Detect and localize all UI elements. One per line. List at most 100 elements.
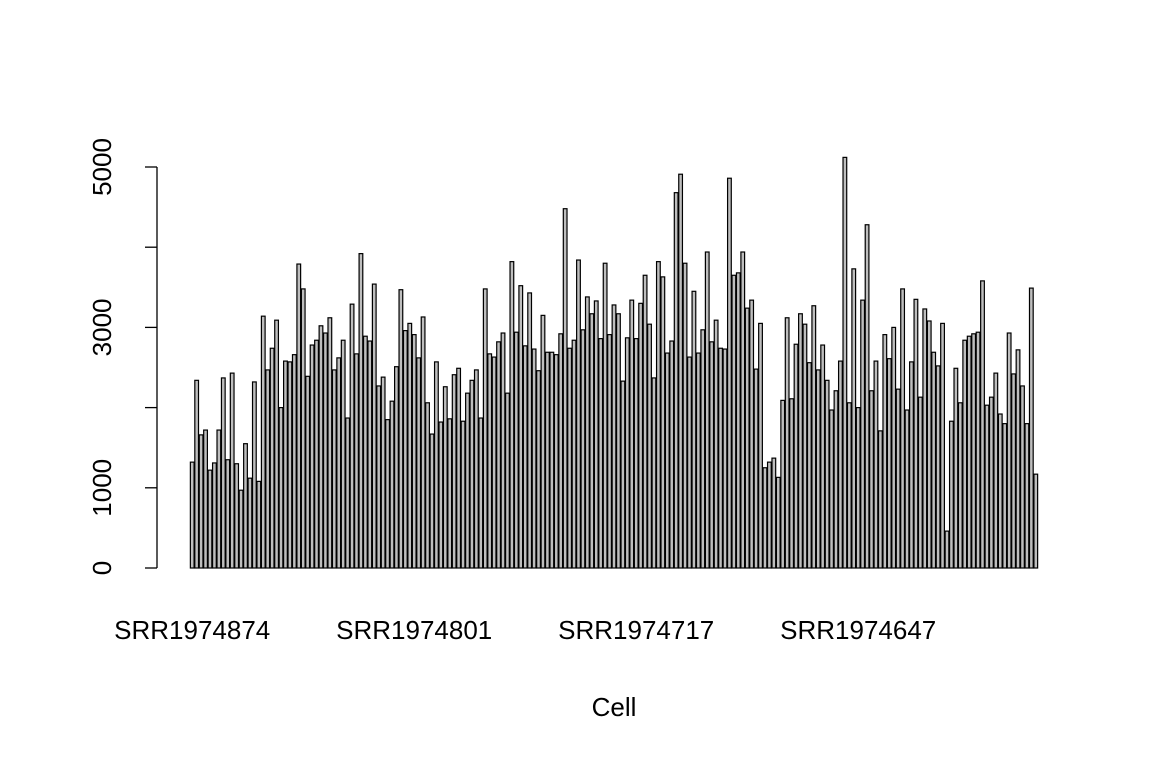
bar (234, 463, 240, 569)
bar (442, 386, 448, 569)
bar (216, 429, 222, 569)
bar (829, 409, 834, 569)
bar (780, 399, 786, 569)
bar (766, 461, 772, 569)
y-tick-label: 5000 (87, 138, 117, 196)
bar (371, 283, 377, 569)
bar (367, 340, 373, 569)
bar (269, 347, 275, 569)
bar (749, 299, 755, 569)
y-tick-label: 1000 (87, 459, 117, 517)
bar (1002, 423, 1008, 569)
bar (704, 251, 710, 569)
bar (886, 358, 892, 569)
bar (473, 369, 479, 569)
bar (660, 276, 666, 569)
bar (260, 315, 266, 569)
bar (802, 323, 808, 569)
x-tick-label: SRR1974801 (336, 615, 492, 645)
bar (451, 374, 457, 569)
bar (722, 348, 728, 569)
bar (322, 332, 328, 569)
bar (735, 272, 741, 569)
bar (376, 385, 382, 569)
bar (726, 177, 732, 569)
bar (349, 303, 355, 569)
bar (580, 329, 586, 569)
bar (860, 299, 866, 569)
bar (513, 331, 519, 569)
bar (491, 356, 497, 569)
bar (917, 396, 923, 569)
bar (429, 433, 435, 569)
bar (527, 292, 533, 569)
bar (385, 419, 391, 569)
y-tick-label: 0 (87, 561, 117, 575)
bar (993, 372, 999, 569)
bar (642, 274, 648, 569)
bar (833, 390, 839, 569)
bar (220, 377, 226, 569)
bar (709, 341, 715, 569)
bar (740, 251, 746, 569)
bar (1024, 423, 1030, 569)
bar (811, 305, 817, 569)
bar (544, 351, 550, 569)
bar (411, 334, 417, 569)
bar (913, 298, 919, 569)
bar (358, 253, 364, 569)
bar (691, 290, 697, 569)
bar (509, 261, 515, 569)
x-axis-title: Cell (592, 692, 637, 722)
bar (611, 304, 617, 569)
bar (593, 300, 599, 569)
bar (540, 314, 546, 569)
bar (651, 377, 657, 569)
bar (762, 467, 768, 569)
bar (504, 392, 510, 569)
bar (948, 420, 954, 569)
bar (798, 313, 803, 569)
bar (447, 418, 453, 569)
bar (980, 280, 985, 569)
bar (584, 296, 590, 569)
bar (398, 289, 404, 569)
bar (500, 332, 506, 569)
bar (265, 369, 271, 569)
bar (638, 302, 644, 569)
bar (895, 388, 901, 569)
bar (975, 331, 981, 569)
bar (846, 402, 852, 569)
bar (784, 317, 790, 569)
bar (824, 379, 830, 569)
bar (460, 420, 466, 569)
bar (456, 367, 462, 569)
bar (682, 262, 688, 569)
bar (469, 379, 475, 569)
bar (678, 173, 684, 569)
bar (238, 489, 244, 569)
bar (793, 343, 799, 569)
bar (624, 337, 630, 569)
x-tick-label: SRR1974717 (558, 615, 714, 645)
bar (882, 334, 888, 569)
bar (243, 443, 248, 569)
bar (251, 381, 257, 569)
bar (940, 322, 945, 569)
bar (957, 402, 963, 569)
bar (380, 376, 386, 569)
bar (775, 476, 781, 569)
bar (549, 351, 555, 569)
bar (1011, 373, 1017, 569)
bar (620, 380, 626, 569)
x-tick-label: SRR1974647 (780, 615, 936, 645)
bar (904, 409, 910, 569)
bar (664, 352, 670, 569)
bar (900, 288, 906, 569)
bar (318, 325, 324, 569)
bar (873, 360, 879, 569)
bar (425, 402, 430, 569)
bar (953, 367, 959, 569)
bar (305, 375, 311, 569)
